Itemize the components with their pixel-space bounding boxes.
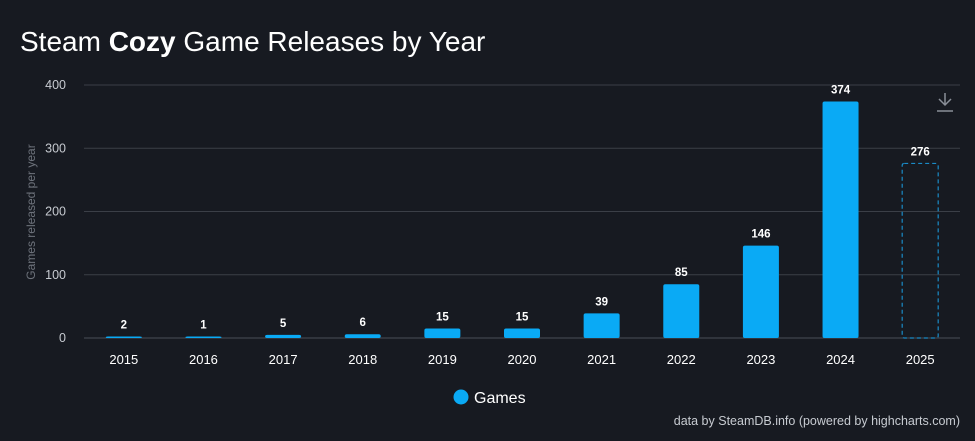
x-tick-label: 2025 bbox=[906, 352, 935, 367]
bar[interactable] bbox=[265, 334, 302, 338]
x-tick-label: 2015 bbox=[109, 352, 138, 367]
data-label: 276 bbox=[911, 146, 930, 158]
legend-label[interactable]: Games bbox=[474, 390, 526, 407]
data-label: 374 bbox=[831, 84, 851, 96]
bar[interactable] bbox=[901, 162, 939, 339]
y-axis-title: Games released per year bbox=[24, 144, 38, 279]
x-tick-label: 2019 bbox=[428, 352, 457, 367]
bar[interactable] bbox=[742, 245, 779, 338]
x-tick-label: 2020 bbox=[508, 352, 537, 367]
data-label: 2 bbox=[121, 320, 127, 332]
y-tick-label: 0 bbox=[59, 331, 66, 345]
data-label: 146 bbox=[751, 229, 770, 241]
x-tick-label: 2022 bbox=[667, 352, 696, 367]
bar[interactable] bbox=[105, 336, 142, 339]
y-tick-label: 200 bbox=[45, 205, 66, 219]
data-label: 85 bbox=[675, 267, 688, 279]
x-tick-label: 2016 bbox=[189, 352, 218, 367]
data-label: 5 bbox=[280, 318, 287, 330]
x-tick-label: 2017 bbox=[269, 352, 298, 367]
data-label: 39 bbox=[595, 296, 608, 308]
data-label: 1 bbox=[200, 320, 207, 332]
x-tick-label: 2023 bbox=[746, 352, 775, 367]
y-tick-label: 100 bbox=[45, 268, 66, 282]
data-label: 15 bbox=[436, 312, 449, 324]
data-label: 15 bbox=[516, 312, 529, 324]
x-tick-label: 2021 bbox=[587, 352, 616, 367]
bar[interactable] bbox=[424, 328, 461, 338]
legend-marker bbox=[453, 389, 469, 405]
y-tick-label: 300 bbox=[45, 141, 66, 155]
bar[interactable] bbox=[185, 336, 222, 339]
title-prefix: Steam bbox=[20, 26, 109, 57]
bar[interactable] bbox=[822, 101, 859, 338]
x-tick-label: 2024 bbox=[826, 352, 855, 367]
x-tick-label: 2018 bbox=[348, 352, 377, 367]
bar[interactable] bbox=[583, 313, 620, 338]
bar[interactable] bbox=[504, 328, 540, 338]
bar[interactable] bbox=[663, 284, 700, 338]
title-suffix: Game Releases by Year bbox=[175, 26, 486, 57]
chart-title: Steam Cozy Game Releases by Year bbox=[20, 26, 485, 58]
data-label: 6 bbox=[360, 317, 366, 329]
y-axis: 0 100 200 300 400 bbox=[45, 78, 66, 345]
x-axis: 2015 2016 2017 2018 2019 2020 2021 2022 2023 2024… bbox=[109, 352, 934, 367]
y-tick-label: 400 bbox=[45, 78, 66, 92]
legend[interactable]: Games bbox=[453, 389, 526, 408]
credit-text[interactable]: data by SteamDB.info (powered by highcha… bbox=[673, 414, 960, 428]
download-icon[interactable] bbox=[934, 90, 956, 114]
bar[interactable] bbox=[344, 334, 381, 338]
title-keyword: Cozy bbox=[108, 26, 176, 57]
